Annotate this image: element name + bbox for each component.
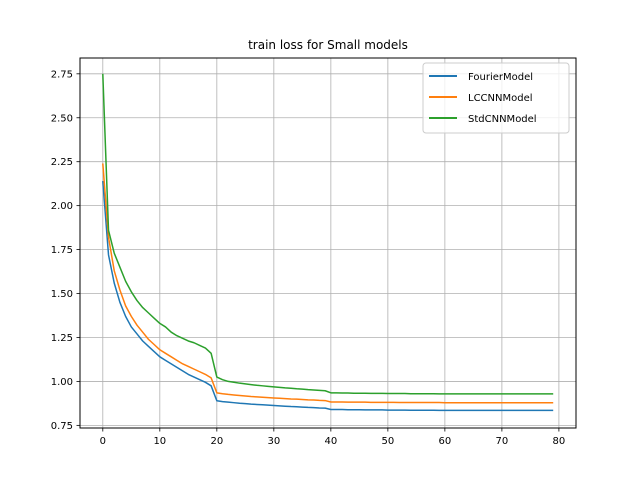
y-tick-label: 2.25: [51, 157, 73, 168]
legend-label-fourier: FourierModel: [468, 72, 533, 83]
y-tick-label: 2.00: [51, 201, 73, 212]
y-tick-label: 1.00: [51, 377, 73, 388]
legend-box: [422, 62, 570, 134]
legend-label-stdcnn: StdCNNModel: [468, 114, 537, 125]
fourier-model-line: [102, 180, 554, 412]
y-tick-label: 1.25: [51, 333, 73, 344]
y-tick-label: 1.50: [51, 289, 73, 300]
x-tick-label: 70: [496, 436, 509, 447]
stdcnn-model-line: [102, 73, 554, 395]
x-tick-label: 50: [381, 436, 394, 447]
lccnn-model-line: [102, 163, 554, 404]
series-lines: [102, 73, 554, 412]
x-axis: 0 10 20 30 40 50 60 70 80: [100, 428, 566, 447]
legend-label-lccnn: LCCNNModel: [468, 93, 533, 104]
x-tick-label: 80: [553, 436, 566, 447]
legend: FourierModel LCCNNModel StdCNNModel: [422, 62, 570, 134]
y-tick-label: 1.75: [51, 245, 73, 256]
x-tick-label: 40: [324, 436, 337, 447]
y-tick-label: 2.75: [51, 69, 73, 80]
chart-title: train loss for Small models: [248, 38, 408, 52]
x-tick-label: 30: [267, 436, 280, 447]
y-tick-label: 0.75: [51, 421, 73, 432]
x-tick-label: 0: [100, 436, 106, 447]
x-tick-label: 60: [439, 436, 452, 447]
x-tick-label: 10: [153, 436, 166, 447]
x-tick-label: 20: [210, 436, 223, 447]
y-axis: 0.75 1.00 1.25 1.50 1.75 2.00 2.25 2.50 2.75: [51, 69, 80, 432]
axes-frame: [79, 57, 577, 429]
y-tick-label: 2.50: [51, 113, 73, 124]
